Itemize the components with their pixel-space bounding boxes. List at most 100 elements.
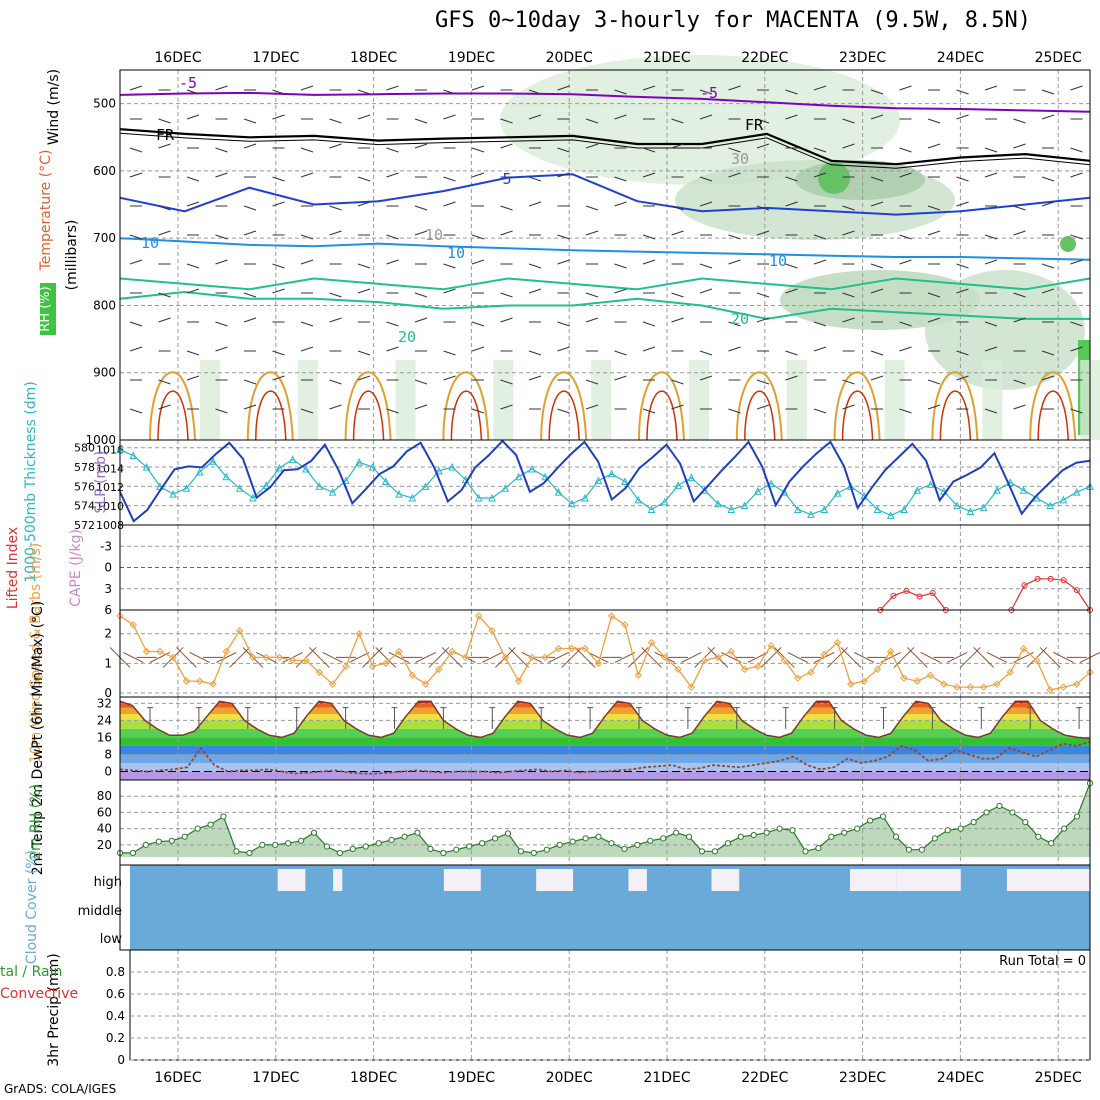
thickness-point — [554, 488, 563, 496]
warm-contour — [344, 371, 392, 441]
thickness-point — [395, 489, 403, 498]
pressure-tick-label: 800 — [93, 298, 116, 312]
wind-barb — [585, 205, 599, 211]
rh2m-point — [944, 827, 951, 834]
rh2m-point — [517, 848, 525, 855]
temp-tick-label: 16 — [97, 730, 112, 744]
wind-barb — [215, 408, 228, 414]
rh2m-point — [983, 809, 990, 816]
wind-speed-point — [302, 656, 310, 665]
wind-barb — [186, 89, 200, 95]
rh2m-point — [828, 833, 835, 840]
rh2m-point — [1073, 813, 1081, 820]
cloud-clear-bin — [711, 869, 740, 891]
thickness-tick-label: 576 — [74, 480, 95, 493]
rh2m-point — [660, 835, 667, 842]
wind-barb — [956, 89, 969, 95]
page-title: GFS 0~10day 3-hourly for MACENTA (9.5W, … — [435, 8, 1032, 33]
thickness-point — [753, 487, 762, 495]
wind-barb — [357, 375, 371, 381]
li-point — [1047, 575, 1054, 582]
rh2m-point — [776, 825, 783, 832]
date-label-top: 19DEC — [448, 50, 495, 66]
wind-barb — [927, 292, 941, 298]
wind-speed-point — [554, 644, 563, 653]
thickness-point — [275, 463, 284, 472]
wind-barb — [1013, 317, 1026, 323]
wind-barb — [984, 85, 998, 91]
wind-barb — [557, 85, 570, 91]
pressure-axis-label: (millibars) — [64, 220, 80, 291]
contour-label: -5 — [179, 74, 197, 92]
temp-contour-5 — [119, 173, 1091, 216]
wind-barb — [899, 408, 912, 414]
wind-barb — [471, 85, 485, 91]
wind-barb — [471, 259, 485, 265]
wind-barb — [272, 263, 285, 269]
thickness-point — [302, 464, 310, 473]
wind-speed-point — [727, 647, 735, 656]
wind-barb — [158, 292, 171, 298]
wind-barb — [414, 379, 428, 385]
wind-tick-label: 0 — [104, 686, 112, 700]
wind-barb — [699, 114, 713, 120]
thickness-point — [195, 467, 204, 476]
cloud-clear-bin — [850, 869, 897, 891]
wind-speed-point — [581, 644, 589, 653]
wind-barb — [329, 292, 342, 298]
cloud-clear-bin — [443, 869, 481, 891]
wind-barb — [414, 143, 428, 149]
rh2m-point — [634, 841, 641, 848]
surface-wind-barb — [853, 651, 875, 663]
rh2m-point — [504, 830, 512, 837]
wind-speed-point — [142, 647, 151, 656]
wind-speed-point — [674, 665, 682, 673]
wind-barb — [756, 143, 770, 149]
surface-wind-barb — [548, 651, 569, 663]
hot-contour — [646, 390, 678, 441]
wind-barb — [557, 259, 570, 265]
rh2m-point — [724, 840, 731, 847]
thickness-point — [474, 493, 483, 502]
surface-wind-barb — [920, 651, 941, 663]
wind-speed-point — [661, 653, 669, 662]
wind-barb — [899, 172, 912, 178]
rh-shading — [395, 360, 416, 440]
rh2m-point — [815, 844, 822, 852]
wind-barb — [357, 288, 371, 294]
wind-barb — [272, 89, 285, 95]
wind-barb — [300, 321, 314, 327]
wind-barb — [842, 317, 855, 323]
thickness-point — [674, 481, 682, 489]
wind-barb — [984, 321, 998, 327]
wind-barb — [842, 118, 855, 124]
thickness-point — [1059, 495, 1068, 504]
thickness-point — [1072, 488, 1081, 496]
rh2m-point — [621, 845, 628, 852]
rh2m-point — [970, 819, 977, 826]
wind-barb — [500, 143, 513, 149]
wind-barb — [186, 263, 200, 269]
wind-barb — [1041, 263, 1055, 269]
wind-barb — [585, 379, 599, 385]
wind-barb — [785, 350, 798, 356]
wind-barb — [956, 176, 969, 182]
wind-speed-point — [262, 653, 270, 662]
wind-barb — [671, 205, 684, 211]
surface-wind-barb — [588, 651, 609, 663]
wind-barb — [243, 317, 257, 323]
wind-barb — [300, 85, 314, 91]
rh-shading — [1060, 236, 1076, 252]
wind-barb — [984, 234, 998, 240]
wind-barb — [215, 321, 228, 327]
rh2m-point — [1035, 833, 1042, 840]
wind-barb — [443, 201, 456, 207]
rh-shading — [925, 270, 1085, 390]
wind-barb — [329, 205, 342, 211]
wind-barb — [1013, 230, 1026, 236]
slp-tick-label: 1010 — [96, 500, 124, 513]
cloud-row-label: low — [100, 932, 123, 947]
wind-barb — [842, 205, 855, 211]
wind-barb — [899, 259, 912, 265]
